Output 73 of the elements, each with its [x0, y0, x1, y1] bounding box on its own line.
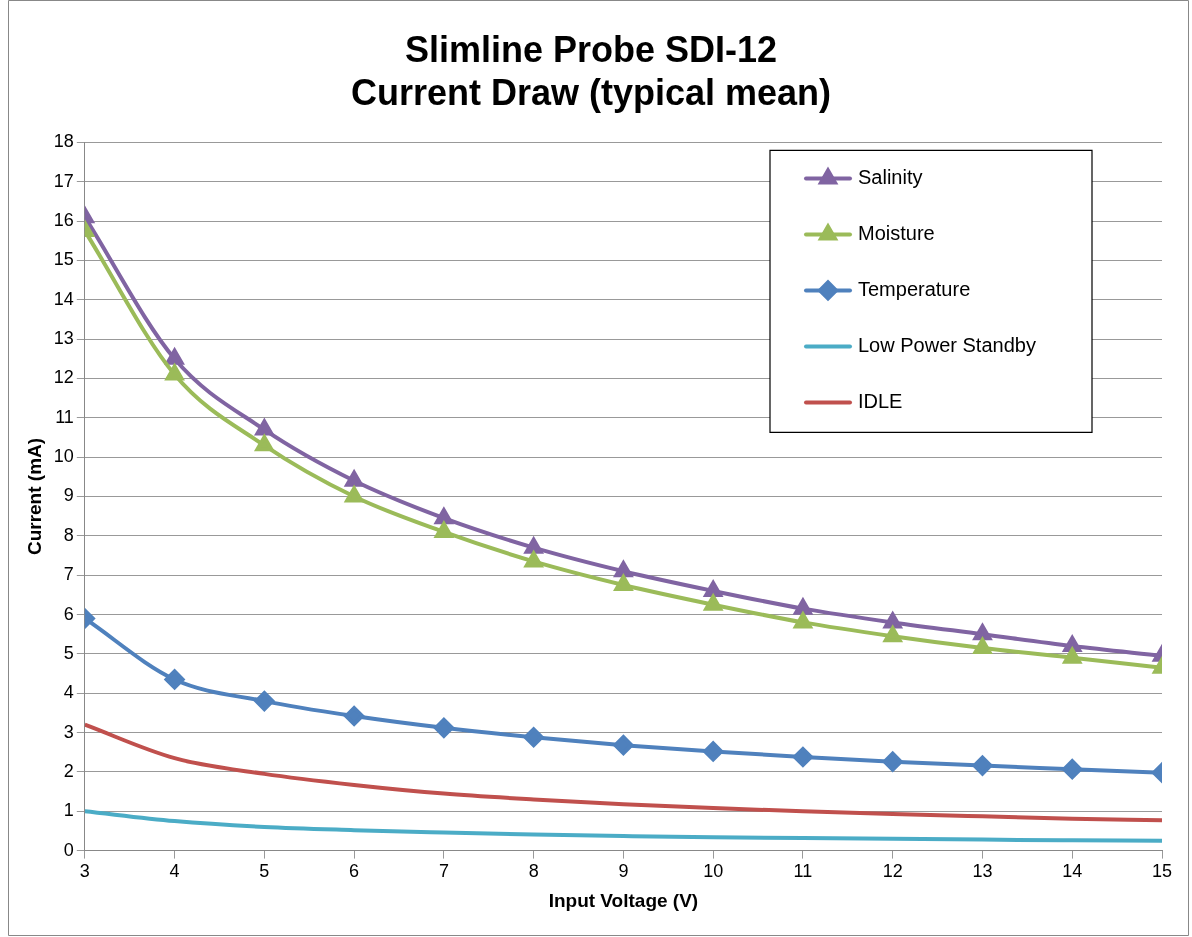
y-tick-label: 5	[63, 642, 74, 663]
point	[254, 691, 275, 712]
point	[794, 612, 812, 629]
y-tick-label: 1	[63, 800, 74, 821]
y-tick-label: 6	[63, 603, 74, 624]
y-tick-label: 4	[63, 682, 74, 703]
y-tick-label: 18	[53, 131, 74, 152]
y-tick-label: 10	[53, 446, 74, 467]
point	[614, 575, 633, 592]
x-tick-label: 3	[79, 861, 90, 882]
y-tick-label: 9	[63, 485, 74, 506]
point	[434, 521, 453, 538]
y-tick-label: 12	[53, 367, 74, 388]
point	[1063, 647, 1082, 664]
point	[344, 706, 365, 727]
x-axis-title: Input Voltage (V)	[548, 889, 699, 911]
point	[703, 741, 724, 762]
point	[1062, 759, 1083, 780]
y-tick-label: 11	[55, 406, 74, 427]
point	[524, 551, 543, 568]
x-tick-label: 7	[438, 861, 449, 882]
point	[345, 486, 364, 503]
point	[255, 435, 274, 452]
x-tick-label: 8	[528, 861, 539, 882]
point	[704, 594, 723, 611]
point	[523, 727, 544, 748]
y-tick-label: 14	[53, 288, 74, 309]
y-tick-label: 2	[63, 760, 74, 781]
y-tick-label: 7	[63, 564, 74, 585]
point	[164, 362, 185, 381]
chart-title: Slimline Probe SDI-12 Current Draw (typical mean)	[350, 28, 832, 113]
x-tick-label: 12	[882, 861, 903, 882]
point	[704, 580, 723, 597]
point	[792, 596, 813, 615]
point	[164, 669, 185, 690]
y-tick-label: 0	[63, 839, 74, 860]
x-tick-label: 11	[793, 861, 813, 882]
point	[613, 735, 634, 756]
y-tick-label: 8	[63, 524, 74, 545]
y-axis-title: Current (mA)	[23, 437, 45, 556]
point	[882, 751, 903, 772]
x-tick-label: 10	[703, 861, 724, 882]
point	[973, 624, 992, 641]
x-tick-label: 6	[349, 861, 360, 882]
y-tick-label: 3	[63, 721, 74, 742]
x-tick-label: 5	[259, 861, 270, 882]
point	[164, 346, 185, 365]
point	[883, 626, 902, 643]
y-tick-label: 17	[53, 170, 74, 191]
y-tick-label: 16	[53, 210, 74, 231]
legend-label: Moisture	[858, 221, 935, 244]
point	[433, 717, 454, 738]
x-tick-label: 15	[1151, 861, 1173, 882]
point	[883, 612, 902, 629]
x-tick-label: 9	[618, 861, 629, 882]
y-tick-label: 13	[53, 328, 74, 349]
legend-label: Low Power Standby	[858, 333, 1036, 356]
y-tick-label: 15	[53, 249, 74, 270]
point	[614, 561, 633, 578]
legend-label: Salinity	[858, 165, 923, 188]
legend-label: Temperature	[858, 277, 971, 300]
x-tick-label: 14	[1062, 861, 1083, 882]
point	[524, 537, 543, 554]
point	[792, 746, 813, 767]
point	[973, 637, 992, 654]
point	[254, 417, 274, 436]
x-tick-label: 4	[169, 861, 180, 882]
point	[434, 508, 453, 525]
point	[1063, 636, 1082, 653]
legend-label: IDLE	[858, 389, 903, 412]
point	[343, 468, 364, 487]
point	[972, 755, 993, 776]
x-tick-label: 13	[972, 861, 993, 882]
